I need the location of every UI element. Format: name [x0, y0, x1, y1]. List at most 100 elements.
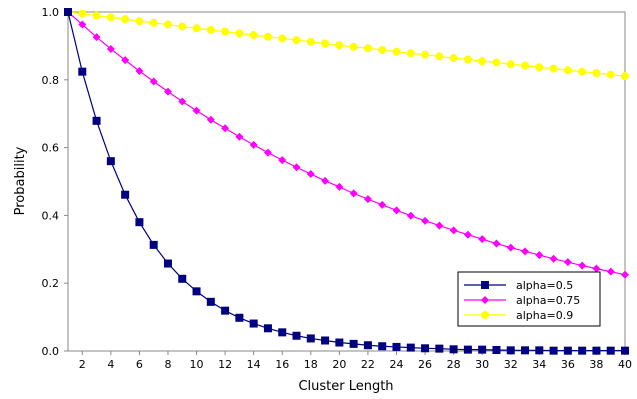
series-line — [67, 11, 626, 276]
data-point — [306, 37, 315, 46]
data-point — [621, 72, 629, 81]
data-point — [435, 52, 444, 61]
data-point — [535, 63, 544, 72]
data-point — [121, 190, 130, 199]
data-point — [521, 346, 530, 355]
x-tick-label: 26 — [418, 358, 432, 371]
data-point — [535, 346, 544, 355]
data-point — [592, 346, 601, 355]
data-point — [563, 258, 572, 267]
data-point — [192, 287, 201, 296]
x-tick-label: 18 — [304, 358, 318, 371]
legend-marker — [481, 311, 489, 319]
data-point — [278, 34, 287, 43]
data-point — [392, 47, 401, 56]
data-point — [263, 324, 272, 333]
data-point — [92, 33, 101, 42]
data-point — [221, 27, 230, 36]
data-point — [621, 346, 629, 355]
x-axis-ticks: 2 4 6 8 10 12 14 16 18 20 22 24 26 28 30 32 34 36 38 40 — [79, 351, 632, 371]
data-point — [192, 106, 201, 115]
data-point — [178, 97, 187, 106]
x-tick-label: 4 — [107, 358, 114, 371]
x-tick-label: 12 — [218, 358, 232, 371]
data-point — [349, 189, 358, 198]
x-tick-label: 20 — [332, 358, 346, 371]
data-point — [492, 239, 501, 248]
plot-frame — [67, 11, 626, 352]
data-point — [249, 319, 258, 328]
data-point — [349, 339, 358, 348]
data-point — [535, 251, 544, 260]
data-point — [492, 58, 501, 67]
data-point — [321, 336, 330, 345]
y-tick-label: 0.6 — [42, 142, 60, 155]
data-point — [321, 176, 330, 185]
data-point — [392, 342, 401, 351]
data-point — [306, 334, 315, 343]
data-point — [378, 342, 387, 351]
data-point — [363, 44, 372, 53]
data-point — [249, 140, 258, 149]
data-point — [78, 20, 87, 29]
data-point — [278, 328, 287, 337]
data-point — [78, 67, 87, 76]
x-axis-title: Cluster Length — [298, 379, 393, 394]
data-point — [178, 22, 187, 31]
data-point — [406, 343, 415, 352]
data-point — [606, 70, 615, 79]
legend: alpha=0.5 alpha=0.75 alpha=0.9 — [457, 271, 601, 327]
data-point — [506, 60, 515, 69]
series-alpha=0.9 — [64, 8, 629, 81]
data-point — [563, 66, 572, 75]
data-point — [106, 13, 115, 22]
data-point — [335, 182, 344, 191]
data-point — [378, 45, 387, 54]
data-point — [263, 32, 272, 41]
data-point — [206, 25, 215, 34]
x-tick-label: 38 — [589, 358, 603, 371]
data-point — [621, 270, 629, 279]
legend-item: alpha=0.5 — [464, 279, 573, 292]
data-point — [135, 66, 144, 75]
series-alpha=0.5 — [64, 8, 629, 355]
data-point — [506, 346, 515, 355]
x-tick-label: 16 — [275, 358, 289, 371]
data-point — [163, 87, 172, 96]
data-point — [478, 235, 487, 244]
data-point — [78, 9, 87, 18]
data-point — [178, 274, 187, 283]
y-tick-label: 0.2 — [42, 277, 60, 290]
data-point — [492, 345, 501, 354]
data-point — [163, 20, 172, 29]
data-point — [92, 116, 101, 125]
x-tick-label: 30 — [475, 358, 489, 371]
data-point — [163, 259, 172, 268]
data-point — [463, 345, 472, 354]
data-point — [506, 243, 515, 252]
series-line — [67, 11, 625, 352]
data-point — [549, 254, 558, 263]
legend-item: alpha=0.9 — [464, 309, 573, 322]
data-point — [592, 69, 601, 78]
data-point — [249, 31, 258, 40]
data-point — [421, 50, 430, 59]
data-point — [478, 345, 487, 354]
data-point — [221, 124, 230, 133]
data-point — [521, 61, 530, 70]
data-point — [449, 226, 458, 235]
data-point — [521, 247, 530, 256]
data-point — [378, 200, 387, 209]
y-axis-title: Probability — [13, 146, 28, 215]
x-tick-label: 36 — [561, 358, 575, 371]
data-point — [149, 18, 158, 27]
data-point — [421, 344, 430, 353]
data-point — [321, 39, 330, 48]
series-line — [67, 11, 626, 77]
x-tick-label: 24 — [389, 358, 403, 371]
legend-label: alpha=0.9 — [516, 309, 573, 322]
data-point — [235, 132, 244, 141]
data-point — [421, 216, 430, 225]
data-point — [578, 261, 587, 270]
data-point — [306, 170, 315, 179]
